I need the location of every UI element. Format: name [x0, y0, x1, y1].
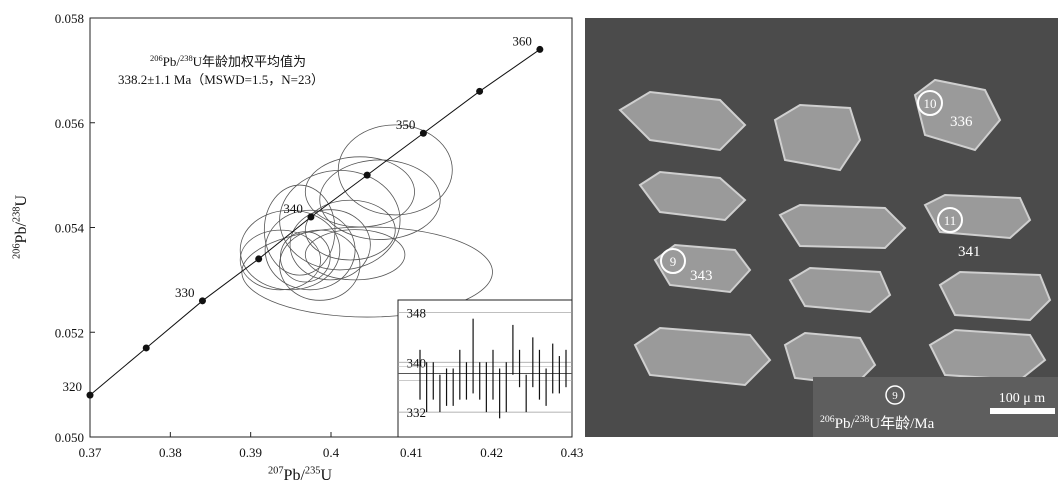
text-part: U	[13, 195, 30, 207]
text-part: U年龄加权平均值为	[193, 54, 306, 69]
age-point	[143, 344, 150, 351]
age-label: 350	[396, 117, 416, 132]
age-point	[199, 297, 206, 304]
y-axis-label: 206Pb/238U	[12, 195, 30, 260]
y-tick-label: 0.056	[55, 116, 85, 131]
age-point	[476, 88, 483, 95]
x-tick-label: 0.41	[400, 445, 423, 460]
x-tick-label: 0.37	[79, 445, 102, 460]
y-tick-label: 348	[407, 305, 427, 320]
age-point	[255, 255, 262, 262]
age-label: 320	[63, 379, 83, 394]
age-label: 330	[175, 285, 195, 300]
spot-id: 9	[670, 254, 677, 269]
annotation: 338.2±1.1 Ma（MSWD=1.5，N=23）	[118, 72, 324, 87]
superscript: 235	[305, 466, 321, 477]
zircon	[790, 268, 890, 312]
spot-id: 11	[944, 213, 957, 228]
spot-age: 336	[950, 114, 973, 130]
age-point	[420, 130, 427, 137]
x-tick-label: 0.43	[561, 445, 584, 460]
scale-bar-label: 100 μ m	[999, 391, 1046, 406]
superscript: 206	[150, 53, 163, 63]
spot-age: 343	[690, 268, 713, 284]
y-tick-label: 0.058	[55, 11, 84, 26]
superscript: 238	[12, 207, 23, 223]
legend-symbol: 9	[892, 390, 898, 402]
spot-id: 10	[924, 96, 937, 111]
text-part: U年龄/Ma	[869, 415, 934, 432]
zircon	[780, 205, 905, 248]
age-point	[307, 214, 314, 221]
text-part: U	[320, 467, 332, 483]
superscript: 206	[820, 414, 835, 425]
age-label: 340	[283, 201, 303, 216]
x-axis-label: 207Pb/235U	[268, 466, 333, 483]
zircon	[775, 105, 860, 170]
age-point	[536, 46, 543, 53]
y-tick-label: 0.050	[55, 430, 84, 445]
y-tick-label: 0.052	[55, 325, 84, 340]
text-part: Pb/	[13, 222, 30, 244]
y-tick-label: 340	[407, 355, 427, 370]
text-part: Pb/	[835, 416, 856, 432]
age-label: 360	[512, 33, 532, 48]
annotation: 206Pb/238U年龄加权平均值为	[150, 53, 306, 69]
x-tick-label: 0.38	[159, 445, 182, 460]
x-tick-label: 0.42	[480, 445, 503, 460]
text-part: Pb/	[163, 54, 181, 69]
age-point	[87, 392, 94, 399]
zircon	[930, 330, 1045, 380]
zircon	[635, 328, 770, 385]
age-point	[364, 172, 371, 179]
figure: 0.37 0.38 0.39 0.4 0.41 0.42 0.43 0.050 0.052 0.0…	[0, 0, 1058, 483]
superscript: 206	[12, 243, 23, 259]
x-tick-label: 0.4	[323, 445, 340, 460]
spot-age: 341	[958, 244, 981, 260]
legend-text: 206Pb/238U年龄/Ma	[820, 414, 935, 432]
superscript: 238	[855, 414, 870, 425]
y-tick-label: 332	[407, 405, 427, 420]
scale-bar	[990, 408, 1055, 414]
zircon	[940, 272, 1050, 320]
zircon	[925, 195, 1030, 238]
y-tick-label: 0.054	[55, 221, 85, 236]
text-part: Pb/	[284, 467, 306, 483]
x-tick-label: 0.39	[239, 445, 262, 460]
superscript: 238	[180, 53, 193, 63]
superscript: 207	[268, 466, 284, 477]
cl-image	[585, 18, 1058, 437]
text-part: 338.2±1.1 Ma（MSWD=1.5，N=23）	[118, 72, 324, 87]
